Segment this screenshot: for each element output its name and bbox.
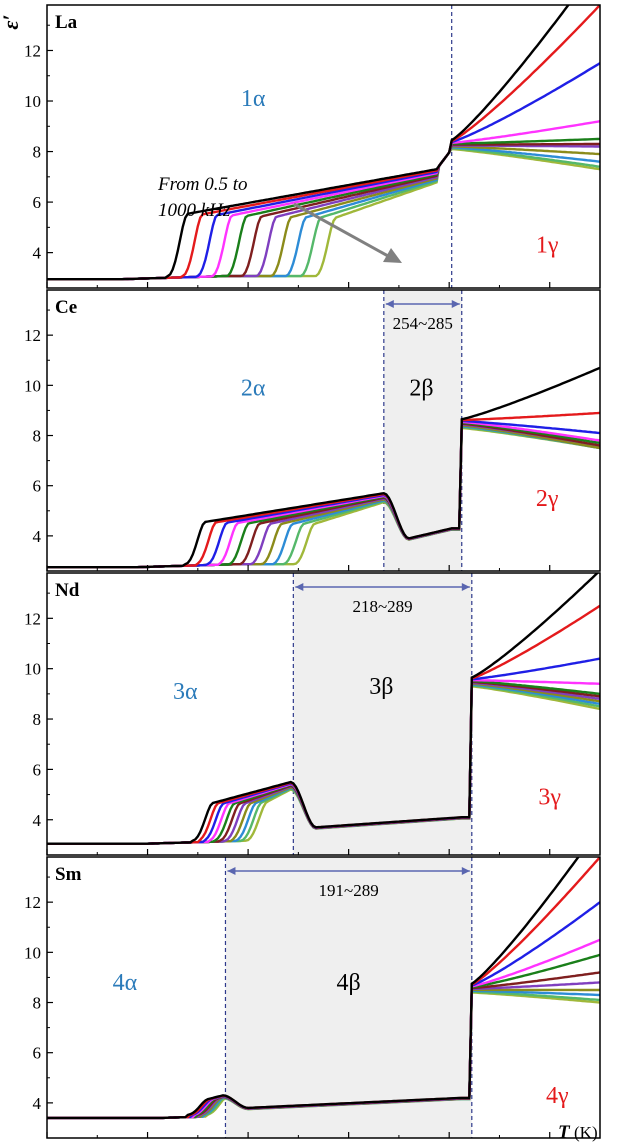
sample-label: La — [55, 12, 78, 33]
series-line — [47, 419, 600, 569]
y-tick-label: 6 — [33, 477, 42, 496]
y-tick-label: 8 — [33, 994, 42, 1013]
range-arrowhead-left — [295, 583, 304, 591]
series-line — [47, 366, 600, 569]
range-arrowhead-left — [227, 867, 236, 875]
panel-ce: 4 6 8 10 12 Ce 2α 2β 2γ 254~285 — [24, 289, 601, 572]
y-tick-label: 10 — [24, 660, 41, 679]
panel-sm: 4 6 8 10 12 Sm 4α 4β 4γ 191~289 — [24, 856, 601, 1139]
series-line — [47, 420, 600, 569]
y-tick-label: 10 — [24, 92, 41, 111]
panel-la: 4 6 8 10 12 La 1α 1γ — [24, 4, 601, 289]
series-line — [47, 857, 580, 1120]
series-line — [47, 423, 600, 569]
x-axis-label: T — [558, 1122, 571, 1143]
beta-region — [225, 857, 472, 1138]
series-group — [47, 573, 600, 845]
phase-label: 4β — [337, 970, 361, 996]
beta-region — [293, 573, 472, 855]
phase-label: 3γ — [538, 785, 561, 811]
range-arrowhead-right — [461, 867, 470, 875]
y-tick-label: 8 — [33, 143, 42, 162]
series-line — [47, 426, 600, 569]
annotation-text: From 0.5 to — [157, 174, 248, 195]
sample-label: Nd — [55, 580, 80, 601]
series-group — [47, 5, 600, 281]
series-group — [47, 366, 600, 569]
series-line — [47, 424, 600, 569]
y-tick-label: 12 — [24, 609, 41, 628]
phase-label: 1γ — [536, 233, 559, 259]
plot-frame — [46, 856, 601, 1139]
series-line — [47, 5, 570, 281]
y-tick-label: 6 — [33, 1044, 42, 1063]
range-arrowhead-left — [385, 300, 394, 308]
sample-label: Sm — [55, 864, 82, 885]
annotation-arrowhead — [383, 248, 402, 263]
phase-label: 4α — [113, 970, 138, 996]
y-tick-label: 4 — [33, 527, 42, 546]
range-arrowhead-right — [451, 300, 460, 308]
phase-label: 2β — [409, 375, 433, 401]
panels-group: 4 6 8 10 12 La 1α 1γ 4 6 8 10 12 Ce 2α 2β 2γ 254~285 4 6 8 10… — [24, 4, 601, 1139]
y-tick-label: 12 — [24, 326, 41, 345]
phase-label: 3β — [369, 674, 393, 700]
panel-nd: 4 6 8 10 12 Nd 3α 3β 3γ 218~289 — [24, 572, 601, 856]
series-line — [47, 62, 600, 281]
y-tick-label: 4 — [33, 1094, 42, 1113]
phase-label: 2α — [241, 375, 266, 401]
series-group — [47, 857, 600, 1120]
phase-label: 1α — [241, 86, 266, 112]
range-label: 191~289 — [319, 881, 379, 900]
phase-label: 4γ — [546, 1083, 569, 1109]
range-label: 254~285 — [393, 314, 453, 333]
y-tick-label: 8 — [33, 427, 42, 446]
y-tick-label: 4 — [33, 811, 42, 830]
series-line — [47, 421, 600, 569]
series-line — [47, 424, 600, 569]
sample-label: Ce — [55, 297, 77, 318]
series-line — [47, 147, 600, 281]
y-tick-label: 6 — [33, 193, 42, 212]
y-tick-label: 10 — [24, 376, 41, 395]
range-label: 218~289 — [352, 597, 412, 616]
plot-frame — [46, 4, 601, 289]
y-tick-label: 12 — [24, 41, 41, 60]
series-line — [47, 425, 600, 569]
series-line — [47, 422, 600, 569]
y-tick-label: 6 — [33, 760, 42, 779]
y-axis-label: ε′ — [0, 14, 23, 29]
y-tick-label: 8 — [33, 710, 42, 729]
plot-frame — [46, 289, 601, 572]
y-tick-label: 12 — [24, 893, 41, 912]
phase-label: 3α — [173, 679, 198, 705]
x-axis-unit: (K) — [574, 1123, 598, 1142]
range-arrowhead-right — [461, 583, 470, 591]
annotation-arrow — [293, 202, 389, 258]
annotation-text: 1000 kHz — [158, 200, 231, 221]
plot-frame — [46, 572, 601, 856]
y-tick-label: 10 — [24, 943, 41, 962]
y-tick-label: 4 — [33, 244, 42, 263]
phase-label: 2γ — [536, 486, 559, 512]
series-line — [47, 573, 600, 845]
